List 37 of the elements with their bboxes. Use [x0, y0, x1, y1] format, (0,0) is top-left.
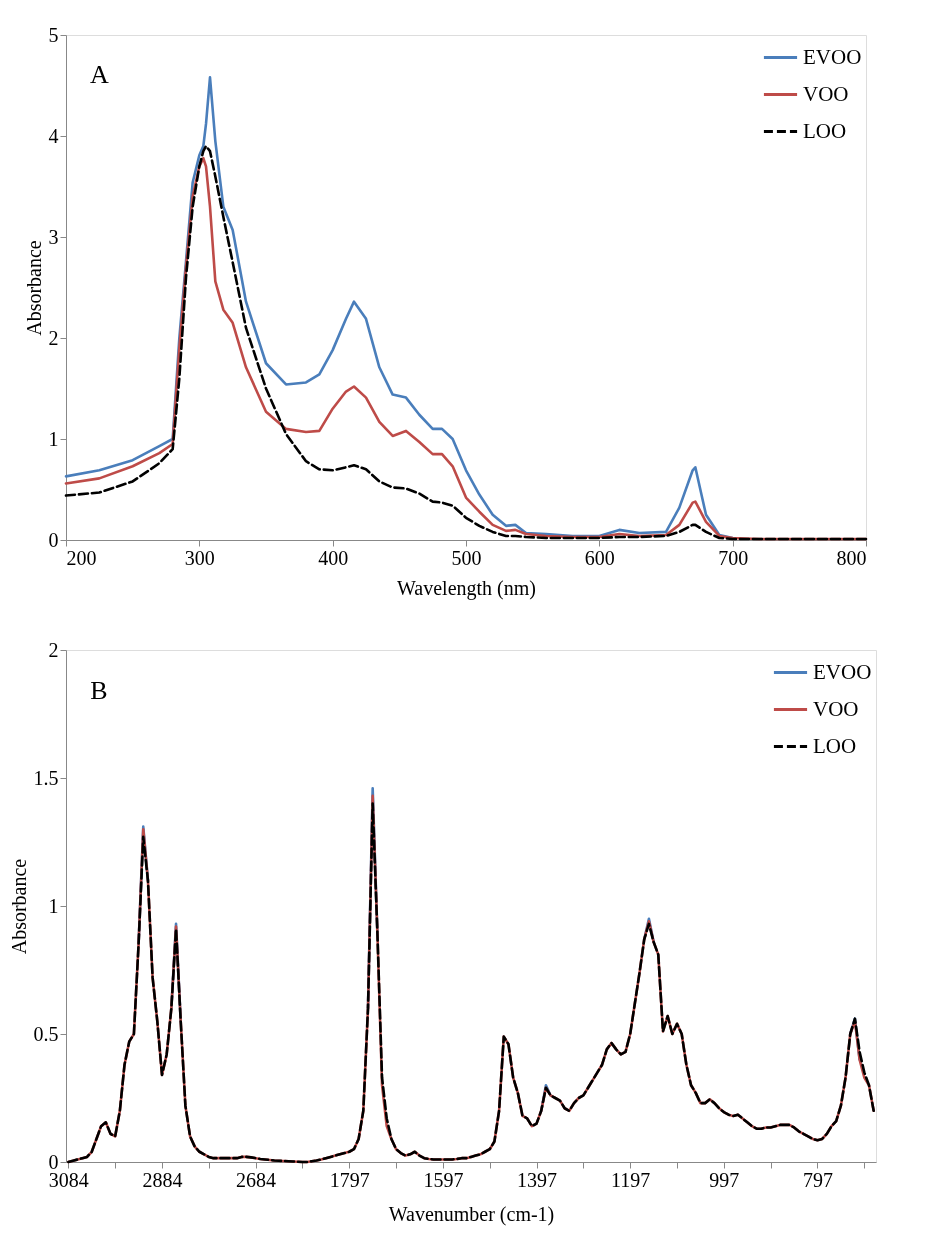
- legend-label: VOO: [813, 696, 859, 721]
- x-tick-label: 1397: [517, 1168, 558, 1191]
- y-tick-label: 2: [48, 326, 59, 349]
- x-axis-title: Wavelength (nm): [397, 576, 536, 600]
- x-axis-title: Wavenumber (cm-1): [388, 1202, 555, 1226]
- y-tick-label: 0.5: [33, 1022, 59, 1045]
- x-tick-label: 1797: [329, 1168, 370, 1191]
- legend-label: VOO: [803, 81, 849, 106]
- x-tick-label: 500: [451, 546, 482, 569]
- y-axis-title: Absorbance: [22, 240, 45, 336]
- y-tick-label: 5: [48, 23, 59, 46]
- y-tick-label: 0: [48, 528, 59, 551]
- y-axis-title: Absorbance: [7, 858, 30, 955]
- legend-label: LOO: [813, 733, 857, 758]
- annotation: B: [90, 675, 108, 705]
- x-tick-label: 2684: [236, 1168, 277, 1191]
- legend-label: LOO: [803, 118, 847, 143]
- x-tick-label: 997: [709, 1168, 740, 1191]
- x-tick-label: 300: [184, 546, 215, 569]
- x-tick-label: 200: [66, 546, 97, 569]
- y-tick-label: 1: [48, 427, 59, 450]
- x-tick-label: 700: [718, 546, 749, 569]
- x-tick-label: 1197: [611, 1168, 651, 1191]
- y-tick-label: 1: [48, 894, 59, 917]
- x-tick-label: 600: [584, 546, 615, 569]
- y-tick-label: 4: [48, 124, 59, 147]
- y-tick-label: 3: [48, 225, 59, 248]
- y-tick-label: 1.5: [33, 766, 59, 789]
- x-tick-label: 800: [836, 546, 867, 569]
- legend-label: EVOO: [813, 659, 872, 684]
- x-tick-label: 400: [318, 546, 349, 569]
- x-tick-label: 2884: [142, 1168, 183, 1191]
- x-tick-label: 1597: [423, 1168, 464, 1191]
- annotation: A: [90, 60, 109, 90]
- y-tick-label: 2: [48, 638, 59, 661]
- legend-label: EVOO: [803, 44, 862, 69]
- x-tick-label: 797: [802, 1168, 833, 1191]
